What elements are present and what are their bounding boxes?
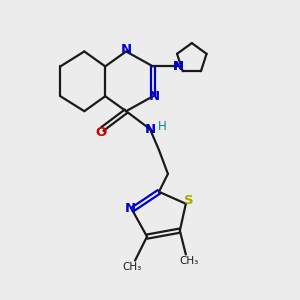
Text: H: H — [158, 120, 167, 133]
Text: N: N — [144, 123, 156, 136]
Text: S: S — [184, 194, 194, 207]
Text: N: N — [173, 60, 184, 73]
Text: N: N — [173, 60, 184, 73]
Text: CH₃: CH₃ — [122, 262, 142, 272]
Text: N: N — [149, 90, 160, 103]
Text: O: O — [95, 126, 106, 139]
Text: CH₃: CH₃ — [179, 256, 198, 266]
Text: N: N — [125, 202, 136, 215]
Text: N: N — [121, 44, 132, 56]
